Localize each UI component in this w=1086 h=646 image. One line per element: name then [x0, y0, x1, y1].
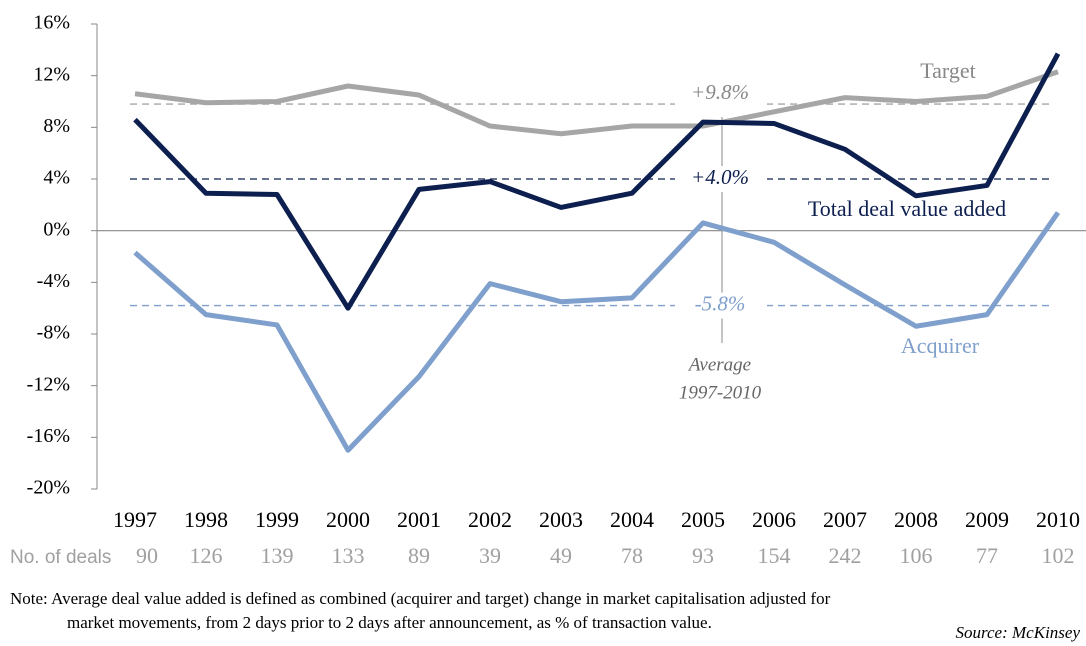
- deals-value: 77: [976, 543, 998, 568]
- x-tick-label: 2004: [610, 507, 654, 532]
- series-line: [134, 69, 1059, 137]
- x-tick-label: 2009: [965, 507, 1009, 532]
- y-tick-label: 0%: [43, 218, 70, 240]
- legend-label: Target: [920, 58, 975, 83]
- deals-label: No. of deals: [10, 547, 111, 568]
- deals-value: 126: [190, 543, 223, 568]
- annotation: Average: [687, 354, 751, 375]
- deals-value: 139: [261, 543, 294, 568]
- label-bg: [675, 91, 767, 118]
- deals-value: 78: [621, 543, 643, 568]
- series-line: [133, 52, 1061, 311]
- deals-value: 93: [692, 543, 714, 568]
- average-label: +4.0%: [691, 165, 749, 189]
- label-bg: [675, 166, 767, 192]
- x-tick-label: 2007: [823, 507, 867, 532]
- deals-value: 89: [408, 543, 430, 568]
- x-tick-label: 1997: [113, 507, 157, 532]
- deals-value: 242: [829, 543, 862, 568]
- y-tick-label: -20%: [27, 477, 70, 499]
- x-tick-label: 1998: [184, 507, 228, 532]
- legend-label: Acquirer: [901, 333, 980, 358]
- source: Source: McKinsey: [956, 623, 1081, 642]
- x-tick-label: 2006: [752, 507, 796, 532]
- x-tick-label: 2001: [397, 507, 441, 532]
- average-label: +9.8%: [691, 80, 749, 104]
- y-tick-label: -8%: [37, 322, 70, 344]
- label-bg: [675, 292, 767, 319]
- y-tick-label: -12%: [27, 373, 70, 395]
- x-tick-label: 2000: [326, 507, 370, 532]
- y-tick-label: -4%: [37, 270, 70, 292]
- legend-label: Total deal value added: [808, 196, 1006, 221]
- x-tick-label: 2002: [468, 507, 512, 532]
- deals-value: 106: [900, 543, 933, 568]
- series-line: [133, 211, 1061, 453]
- y-tick-label: 4%: [43, 167, 70, 189]
- deals-value: 133: [332, 543, 365, 568]
- y-tick-label: 12%: [33, 63, 70, 85]
- deals-value: 39: [479, 543, 501, 568]
- x-tick-label: 2010: [1036, 507, 1080, 532]
- deals-value: 90: [136, 543, 158, 568]
- x-tick-label: 2008: [894, 507, 938, 532]
- average-label: -5.8%: [695, 291, 746, 315]
- y-tick-label: 8%: [43, 115, 70, 137]
- x-tick-label: 2005: [681, 507, 725, 532]
- y-tick-label: 16%: [33, 12, 70, 34]
- note-line: Note: Average deal value added is define…: [10, 589, 831, 608]
- x-tick-label: 2003: [539, 507, 583, 532]
- annotation: 1997-2010: [679, 382, 762, 403]
- x-tick-label: 1999: [255, 507, 299, 532]
- deals-value: 102: [1042, 543, 1075, 568]
- deals-value: 49: [550, 543, 572, 568]
- deals-value: 154: [758, 543, 791, 568]
- y-tick-label: -16%: [27, 425, 70, 447]
- note-line: market movements, from 2 days prior to 2…: [67, 613, 712, 632]
